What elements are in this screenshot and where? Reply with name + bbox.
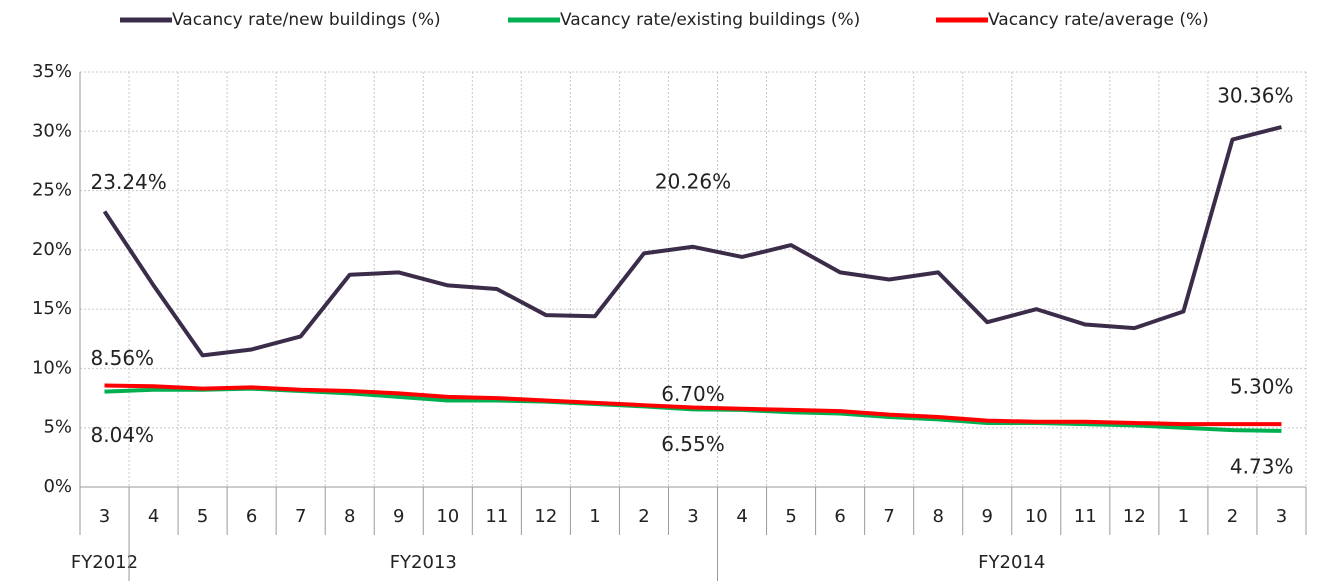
x-tick-label: 2 [638,506,649,527]
data-label: 8.56% [91,346,155,370]
group-label: FY2014 [978,552,1045,573]
y-tick-label: 20% [32,239,72,260]
x-tick-label: 7 [883,506,894,527]
x-tick-label: 7 [295,506,306,527]
x-tick-label: 2 [1227,506,1238,527]
x-tick-label: 9 [393,506,404,527]
y-tick-label: 10% [32,357,72,378]
x-tick-label: 3 [687,506,698,527]
x-tick-label: 5 [197,506,208,527]
x-tick-label: 8 [932,506,943,527]
x-tick-label: 10 [1025,506,1048,527]
x-tick-label: 6 [246,506,257,527]
x-tick-label: 1 [589,506,600,527]
x-tick-label: 1 [1178,506,1189,527]
legend-label: Vacancy rate/average (%) [988,10,1209,30]
data-label: 8.04% [91,423,155,447]
y-tick-label: 25% [32,180,72,201]
x-tick-label: 3 [99,506,110,527]
data-label: 23.24% [91,170,167,194]
group-label: FY2012 [71,552,138,573]
data-label: 20.26% [655,169,731,193]
data-label: 30.36% [1217,84,1293,108]
legend-label: Vacancy rate/new buildings (%) [172,10,441,30]
x-tick-label: 9 [982,506,993,527]
x-tick-label: 11 [485,506,508,527]
x-tick-label: 5 [785,506,796,527]
series-line [102,125,1282,358]
x-tick-label: 4 [148,506,159,527]
data-label: 4.73% [1230,454,1294,478]
x-tick-label: 8 [344,506,355,527]
x-tick-label: 12 [534,506,557,527]
x-tick-label: 12 [1123,506,1146,527]
x-tick-label: 4 [736,506,747,527]
y-tick-label: 35% [32,61,72,82]
x-tick-label: 6 [834,506,845,527]
y-tick-label: 30% [32,120,72,141]
data-label: 6.70% [661,382,725,406]
x-tick-label: 10 [436,506,459,527]
data-label: 6.55% [661,432,725,456]
legend-label: Vacancy rate/existing buildings (%) [560,10,860,30]
y-tick-label: 0% [43,476,72,497]
y-tick-label: 15% [32,298,72,319]
data-label: 5.30% [1230,375,1294,399]
x-tick-label: 11 [1074,506,1097,527]
series-line [104,383,1282,427]
y-tick-label: 5% [43,417,72,438]
group-label: FY2013 [390,552,457,573]
x-tick-label: 3 [1276,506,1287,527]
